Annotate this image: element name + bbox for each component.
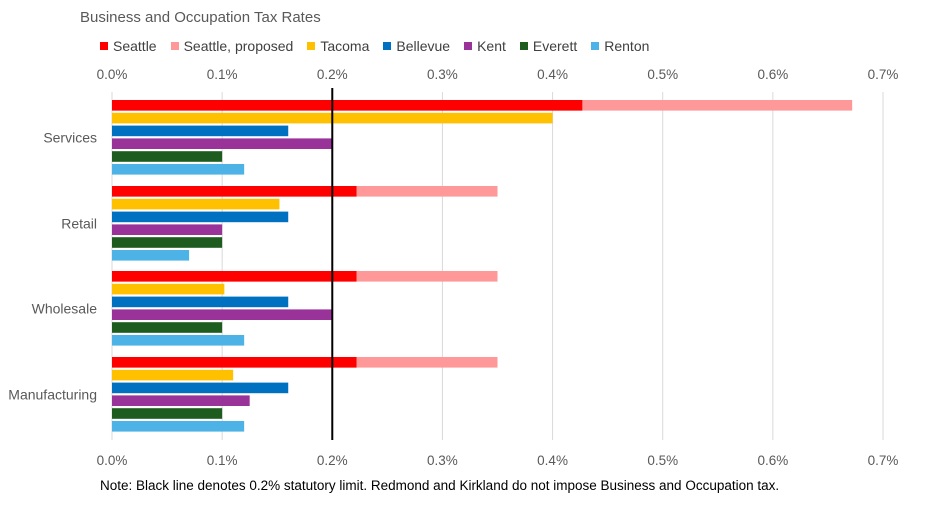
bar-seattle — [112, 100, 583, 111]
x-tick-label-bottom: 0.1% — [207, 453, 238, 468]
x-tick-label-top: 0.7% — [868, 67, 899, 82]
bar-seattle — [112, 357, 357, 368]
legend-swatch — [591, 42, 600, 50]
legend-item: Everett — [519, 38, 578, 54]
bar-bellevue — [112, 125, 289, 137]
bar-bellevue — [112, 296, 289, 308]
x-tick-label-bottom: 0.7% — [868, 453, 899, 468]
bar-everett — [112, 322, 223, 333]
x-tick-label-top: 0.4% — [537, 67, 568, 82]
legend-swatch — [519, 42, 528, 50]
x-tick-label-top: 0.1% — [207, 67, 238, 82]
bar-kent — [112, 138, 333, 149]
legend-item: Kent — [464, 38, 506, 54]
x-tick-label-top: 0.2% — [317, 67, 348, 82]
x-tick-label-bottom: 0.4% — [537, 453, 568, 468]
bar-renton — [112, 250, 190, 261]
legend-swatch — [307, 42, 316, 50]
bar-kent — [112, 309, 333, 320]
bar-bellevue — [112, 211, 289, 223]
bar-kent — [112, 224, 223, 235]
legend-label: Seattle, proposed — [183, 38, 294, 54]
x-tick-label-bottom: 0.6% — [757, 453, 788, 468]
legend-item: Tacoma — [307, 38, 369, 54]
legend-item: Bellevue — [383, 38, 450, 54]
category-label: Wholesale — [32, 300, 98, 316]
legend-label: Seattle — [113, 38, 157, 54]
x-tick-label-bottom: 0.2% — [317, 453, 348, 468]
legend-label: Tacoma — [320, 38, 370, 54]
category-label: Retail — [61, 215, 97, 231]
legend: Seattle Seattle, proposed Tacoma Bellevue Ke… — [100, 38, 649, 54]
x-tick-label-top: 0.3% — [427, 67, 458, 82]
x-tick-label-top: 0.5% — [647, 67, 678, 82]
bar-everett — [112, 408, 223, 419]
bar-renton — [112, 335, 245, 346]
category-label: Manufacturing — [8, 386, 97, 402]
bar-everett — [112, 237, 223, 248]
bar-renton — [112, 164, 245, 175]
legend-item: Renton — [591, 38, 649, 54]
legend-swatch — [464, 42, 473, 50]
category-label: Services — [43, 129, 97, 145]
bar-tacoma — [112, 198, 280, 210]
x-tick-label-bottom: 0.3% — [427, 453, 458, 468]
x-tick-label-bottom: 0.0% — [97, 453, 128, 468]
bar-tacoma — [112, 369, 234, 381]
bar-seattle — [112, 271, 357, 282]
bar-tacoma — [112, 283, 225, 295]
x-tick-label-bottom: 0.5% — [647, 453, 678, 468]
legend-label: Renton — [604, 38, 650, 54]
legend-label: Kent — [477, 38, 506, 54]
bar-everett — [112, 151, 223, 162]
bar-bellevue — [112, 382, 289, 394]
legend-label: Everett — [532, 38, 578, 54]
legend-item: Seattle, proposed — [170, 38, 294, 54]
chart-title: Business and Occupation Tax Rates — [80, 9, 321, 26]
bar-renton — [112, 421, 245, 432]
legend-swatch — [170, 42, 179, 50]
bar-kent — [112, 395, 250, 406]
x-tick-label-top: 0.6% — [757, 67, 788, 82]
x-tick-label-top: 0.0% — [97, 67, 128, 82]
bar-seattle — [112, 186, 357, 197]
legend-swatch — [100, 42, 108, 50]
legend-item: Seattle — [100, 38, 157, 54]
legend-swatch — [383, 42, 392, 50]
legend-label: Bellevue — [396, 38, 451, 54]
chart-note: Note: Black line denotes 0.2% statutory … — [100, 478, 780, 493]
